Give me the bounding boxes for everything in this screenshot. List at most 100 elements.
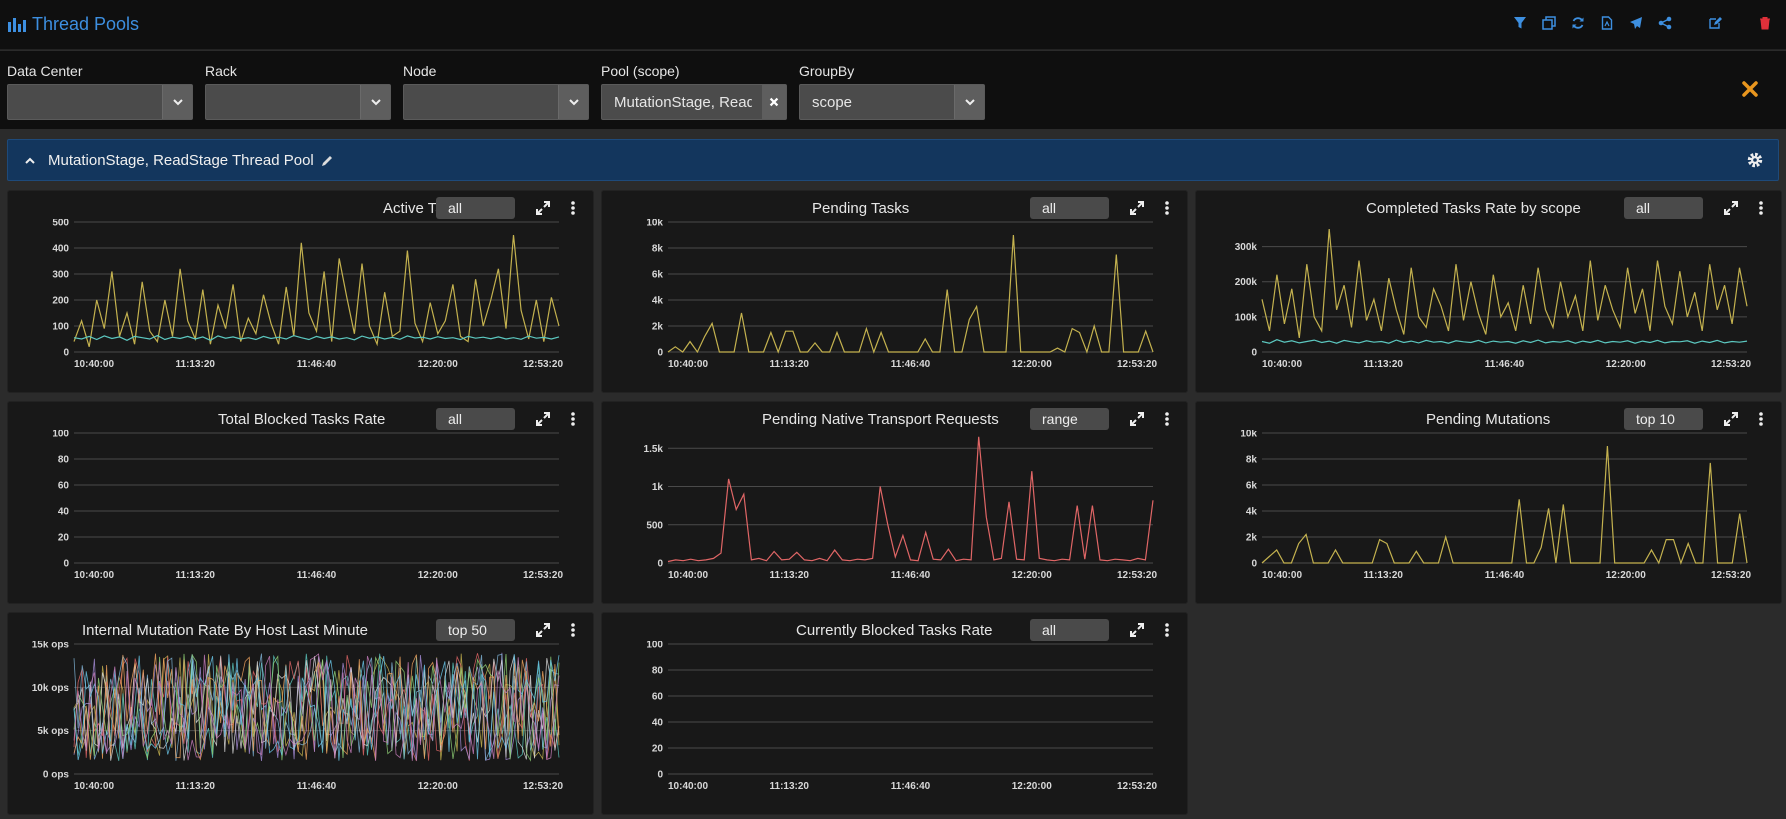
y-tick-label: 10k ops xyxy=(32,683,70,694)
data-center-filter: Data Center xyxy=(7,64,193,120)
x-tick-label: 11:13:20 xyxy=(770,781,810,792)
legend-mode-pill[interactable]: all xyxy=(1624,197,1703,219)
y-tick-label: 100 xyxy=(52,430,69,440)
legend-mode-pill[interactable]: all xyxy=(436,197,515,219)
copy-icon[interactable] xyxy=(1542,15,1556,30)
y-tick-label: 10k xyxy=(646,219,663,229)
clear-icon[interactable] xyxy=(762,85,786,119)
x-tick-label: 11:46:40 xyxy=(297,359,337,370)
panel-title[interactable]: Pending Mutations xyxy=(1426,411,1551,428)
y-tick-label: 15k ops xyxy=(32,641,70,651)
more-menu-icon[interactable] xyxy=(1164,622,1170,638)
delete-icon[interactable] xyxy=(1758,15,1772,30)
legend-mode-pill[interactable]: all xyxy=(1030,619,1109,641)
chart-plot: 0 20 40 60 80 100 10:40:00 11:13:20 11:46:40 12:2… xyxy=(52,430,563,581)
y-tick-label: 200k xyxy=(1235,277,1258,288)
expand-icon[interactable] xyxy=(535,411,551,427)
expand-icon[interactable] xyxy=(535,200,551,216)
x-tick-label: 11:46:40 xyxy=(891,781,931,792)
more-menu-icon[interactable] xyxy=(1758,200,1764,216)
dashboard-title[interactable]: Thread Pools xyxy=(8,14,139,35)
x-tick-label: 11:13:20 xyxy=(1364,570,1404,581)
y-tick-label: 20 xyxy=(652,744,664,755)
filter-icon[interactable] xyxy=(1513,15,1527,30)
x-tick-label: 11:13:20 xyxy=(770,570,810,581)
legend-mode-pill[interactable]: all xyxy=(1030,197,1109,219)
x-tick-label: 11:13:20 xyxy=(176,781,216,792)
x-tick-label: 11:13:20 xyxy=(1364,359,1404,370)
pool-select[interactable]: MutationStage, ReadStage xyxy=(601,84,787,120)
x-tick-label: 11:46:40 xyxy=(1485,570,1525,581)
panel-title[interactable]: Currently Blocked Tasks Rate xyxy=(796,622,993,639)
x-tick-label: 10:40:00 xyxy=(74,570,114,581)
x-tick-label: 11:46:40 xyxy=(891,359,931,370)
x-tick-label: 12:53:20 xyxy=(1711,359,1751,370)
panel-title[interactable]: Internal Mutation Rate By Host Last Minu… xyxy=(82,622,368,639)
series-line xyxy=(73,655,560,761)
refresh-icon[interactable] xyxy=(1571,15,1585,30)
y-tick-label: 40 xyxy=(652,718,664,729)
x-tick-label: 12:53:20 xyxy=(523,570,563,581)
y-tick-label: 200 xyxy=(52,296,69,307)
groupby-select[interactable]: scope xyxy=(799,84,985,120)
more-menu-icon[interactable] xyxy=(570,622,576,638)
groupby-label: GroupBy xyxy=(799,63,855,79)
expand-icon[interactable] xyxy=(1129,200,1145,216)
send-icon[interactable] xyxy=(1629,15,1643,30)
legend-mode-pill[interactable]: range xyxy=(1030,408,1109,430)
panel-title[interactable]: Total Blocked Tasks Rate xyxy=(218,411,386,428)
more-menu-icon[interactable] xyxy=(1758,411,1764,427)
y-tick-label: 80 xyxy=(652,666,664,677)
x-tick-label: 10:40:00 xyxy=(668,781,708,792)
y-tick-label: 2k xyxy=(1246,533,1258,544)
panel-title[interactable]: Completed Tasks Rate by scope xyxy=(1366,200,1581,217)
x-tick-label: 12:20:00 xyxy=(1012,781,1052,792)
gear-icon[interactable] xyxy=(1746,151,1764,169)
row-header[interactable]: MutationStage, ReadStage Thread Pool xyxy=(7,139,1779,181)
y-tick-label: 1.5k xyxy=(644,444,664,455)
node-filter: Node xyxy=(403,64,589,120)
rack-select[interactable] xyxy=(205,84,391,120)
x-tick-label: 12:20:00 xyxy=(1012,570,1052,581)
series-line xyxy=(1261,339,1748,344)
expand-icon[interactable] xyxy=(1129,622,1145,638)
series-line xyxy=(73,653,560,761)
legend-mode-pill[interactable]: top 50 xyxy=(436,619,515,641)
series-line xyxy=(1261,445,1748,565)
data-center-select[interactable] xyxy=(7,84,193,120)
more-menu-icon[interactable] xyxy=(570,200,576,216)
expand-icon[interactable] xyxy=(1723,200,1739,216)
toolbar xyxy=(1513,15,1772,30)
chevron-down-icon[interactable] xyxy=(558,85,588,119)
share-icon[interactable] xyxy=(1658,15,1672,30)
filter-bar: Data Center Rack Node Pool (scope) Mutat… xyxy=(0,51,1786,129)
x-tick-label: 12:20:00 xyxy=(1606,359,1646,370)
expand-icon[interactable] xyxy=(535,622,551,638)
chart-panel: Pending Tasks all 0 2k 4k 6k 8k 10k 10:40:00 11:1… xyxy=(601,190,1188,393)
expand-icon[interactable] xyxy=(1723,411,1739,427)
legend-mode-pill[interactable]: all xyxy=(436,408,515,430)
legend-mode-pill[interactable]: top 10 xyxy=(1624,408,1703,430)
more-menu-icon[interactable] xyxy=(570,411,576,427)
chart-panel: Total Blocked Tasks Rate all 0 20 40 60 80 100 1… xyxy=(7,401,594,604)
pdf-icon[interactable] xyxy=(1600,15,1614,30)
node-select[interactable] xyxy=(403,84,589,120)
chart-panel: Active Tasks all 0 100 200 300 400 500 10:40:00 1… xyxy=(7,190,594,393)
chevron-down-icon[interactable] xyxy=(162,85,192,119)
chart-plot: 0 20 40 60 80 100 10:40:00 11:13:20 11:46:40 12:2… xyxy=(646,641,1157,792)
more-menu-icon[interactable] xyxy=(1164,411,1170,427)
close-icon[interactable] xyxy=(1740,79,1760,99)
chevron-down-icon[interactable] xyxy=(360,85,390,119)
panel-title[interactable]: Pending Native Transport Requests xyxy=(762,411,999,428)
pencil-icon[interactable] xyxy=(320,154,334,168)
groupby-value: scope xyxy=(812,93,853,111)
chart-panel: Pending Native Transport Requests range 0 5… xyxy=(601,401,1188,604)
expand-icon[interactable] xyxy=(1129,411,1145,427)
chevron-up-icon[interactable] xyxy=(24,155,36,167)
edit-icon[interactable] xyxy=(1708,15,1722,30)
chevron-down-icon[interactable] xyxy=(954,85,984,119)
more-menu-icon[interactable] xyxy=(1164,200,1170,216)
panel-title[interactable]: Pending Tasks xyxy=(812,200,910,217)
dashboard-title-text[interactable]: Thread Pools xyxy=(32,14,140,34)
chart-panel: Completed Tasks Rate by scope all 0 100k 200… xyxy=(1195,190,1782,393)
